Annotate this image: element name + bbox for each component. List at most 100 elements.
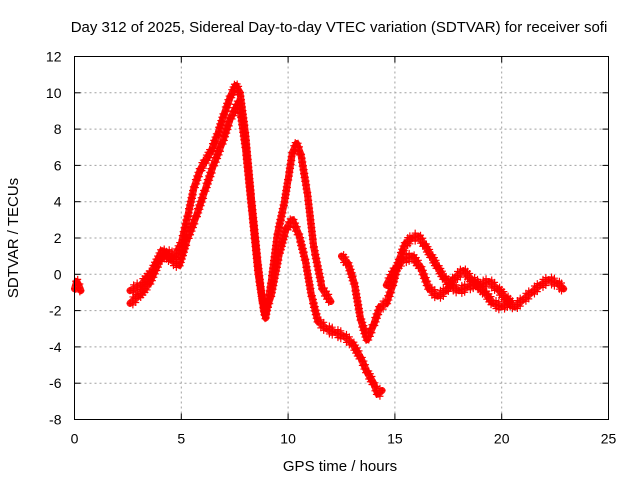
data-point <box>210 144 218 152</box>
data-point <box>285 172 293 180</box>
data-point <box>365 336 373 344</box>
data-point <box>177 258 185 266</box>
data-point <box>376 392 384 400</box>
y-tick-label: -2 <box>49 303 62 319</box>
data-point <box>188 198 196 206</box>
data-point <box>270 282 278 290</box>
data-point <box>225 100 233 108</box>
data-point <box>179 252 187 260</box>
data-point <box>271 274 279 282</box>
data-point <box>379 305 387 313</box>
data-point <box>384 300 392 308</box>
data-point <box>461 288 469 296</box>
y-tick-label: 8 <box>54 121 62 137</box>
data-point <box>287 160 295 168</box>
data-point <box>185 209 193 217</box>
data-point <box>185 234 193 242</box>
data-point <box>225 122 233 130</box>
data-point <box>157 254 165 262</box>
data-point <box>187 202 195 210</box>
data-point <box>211 162 219 170</box>
data-point <box>130 289 138 297</box>
data-points <box>71 80 568 400</box>
data-point <box>150 266 158 274</box>
data-point <box>282 191 290 199</box>
data-point <box>77 287 85 295</box>
data-point <box>277 246 285 254</box>
data-point <box>276 249 284 257</box>
data-point <box>280 202 288 210</box>
y-tick-label: -6 <box>49 375 62 391</box>
data-point <box>406 240 414 248</box>
data-point <box>220 136 228 144</box>
data-point <box>516 302 524 310</box>
series-satellite-track-5 <box>382 249 568 313</box>
data-point <box>191 220 199 228</box>
data-point <box>397 262 405 270</box>
data-point <box>132 299 140 306</box>
data-point <box>204 180 212 188</box>
data-point <box>199 164 207 172</box>
data-point <box>215 151 223 159</box>
x-tick-label: 15 <box>387 431 403 447</box>
data-point <box>181 248 189 256</box>
data-point <box>221 111 229 119</box>
data-point <box>560 285 568 293</box>
data-point <box>268 292 276 300</box>
data-point <box>327 298 335 306</box>
x-tick-label: 5 <box>177 431 185 447</box>
data-point <box>230 112 238 120</box>
y-tick-label: 6 <box>54 157 62 173</box>
data-point <box>279 239 287 247</box>
data-point <box>277 220 285 228</box>
data-point <box>285 176 293 184</box>
data-point <box>143 286 151 294</box>
data-point <box>148 277 156 285</box>
data-point <box>212 158 220 166</box>
data-point <box>126 287 134 295</box>
data-point <box>207 173 215 181</box>
data-point <box>279 209 287 217</box>
data-point <box>411 237 419 245</box>
data-point <box>268 289 276 297</box>
data-point <box>269 285 277 293</box>
data-point <box>183 220 191 228</box>
data-point <box>224 125 232 133</box>
data-point <box>384 282 392 290</box>
data-point <box>449 281 457 289</box>
data-point <box>533 288 541 296</box>
data-point <box>277 216 285 224</box>
data-point <box>371 321 379 329</box>
data-point <box>375 311 383 319</box>
data-point <box>183 241 191 249</box>
data-point <box>191 184 199 192</box>
data-point <box>525 295 533 303</box>
data-point <box>280 236 288 244</box>
y-tick-label: 12 <box>46 49 62 65</box>
data-point <box>228 115 236 123</box>
data-point <box>212 138 220 146</box>
data-point <box>283 187 291 195</box>
data-point <box>386 279 394 287</box>
data-point <box>189 191 197 199</box>
x-tick-label: 10 <box>280 431 296 447</box>
data-point <box>133 287 141 295</box>
x-tick-label: 20 <box>494 431 510 447</box>
data-point <box>389 272 397 280</box>
data-point <box>153 260 161 268</box>
data-point <box>222 133 230 141</box>
data-point <box>378 386 386 394</box>
data-point <box>542 282 550 290</box>
data-point <box>387 275 395 283</box>
x-tick-label: 25 <box>601 431 617 447</box>
y-tick-label: 0 <box>54 266 62 282</box>
data-point <box>195 173 203 181</box>
data-point <box>276 223 284 231</box>
data-point <box>152 263 160 271</box>
y-axis-label: SDTVAR / TECUs <box>5 178 22 298</box>
data-point <box>185 213 193 221</box>
data-point <box>282 194 290 202</box>
data-point <box>387 289 395 297</box>
x-axis-label: GPS time / hours <box>283 458 397 475</box>
data-point <box>273 263 281 271</box>
